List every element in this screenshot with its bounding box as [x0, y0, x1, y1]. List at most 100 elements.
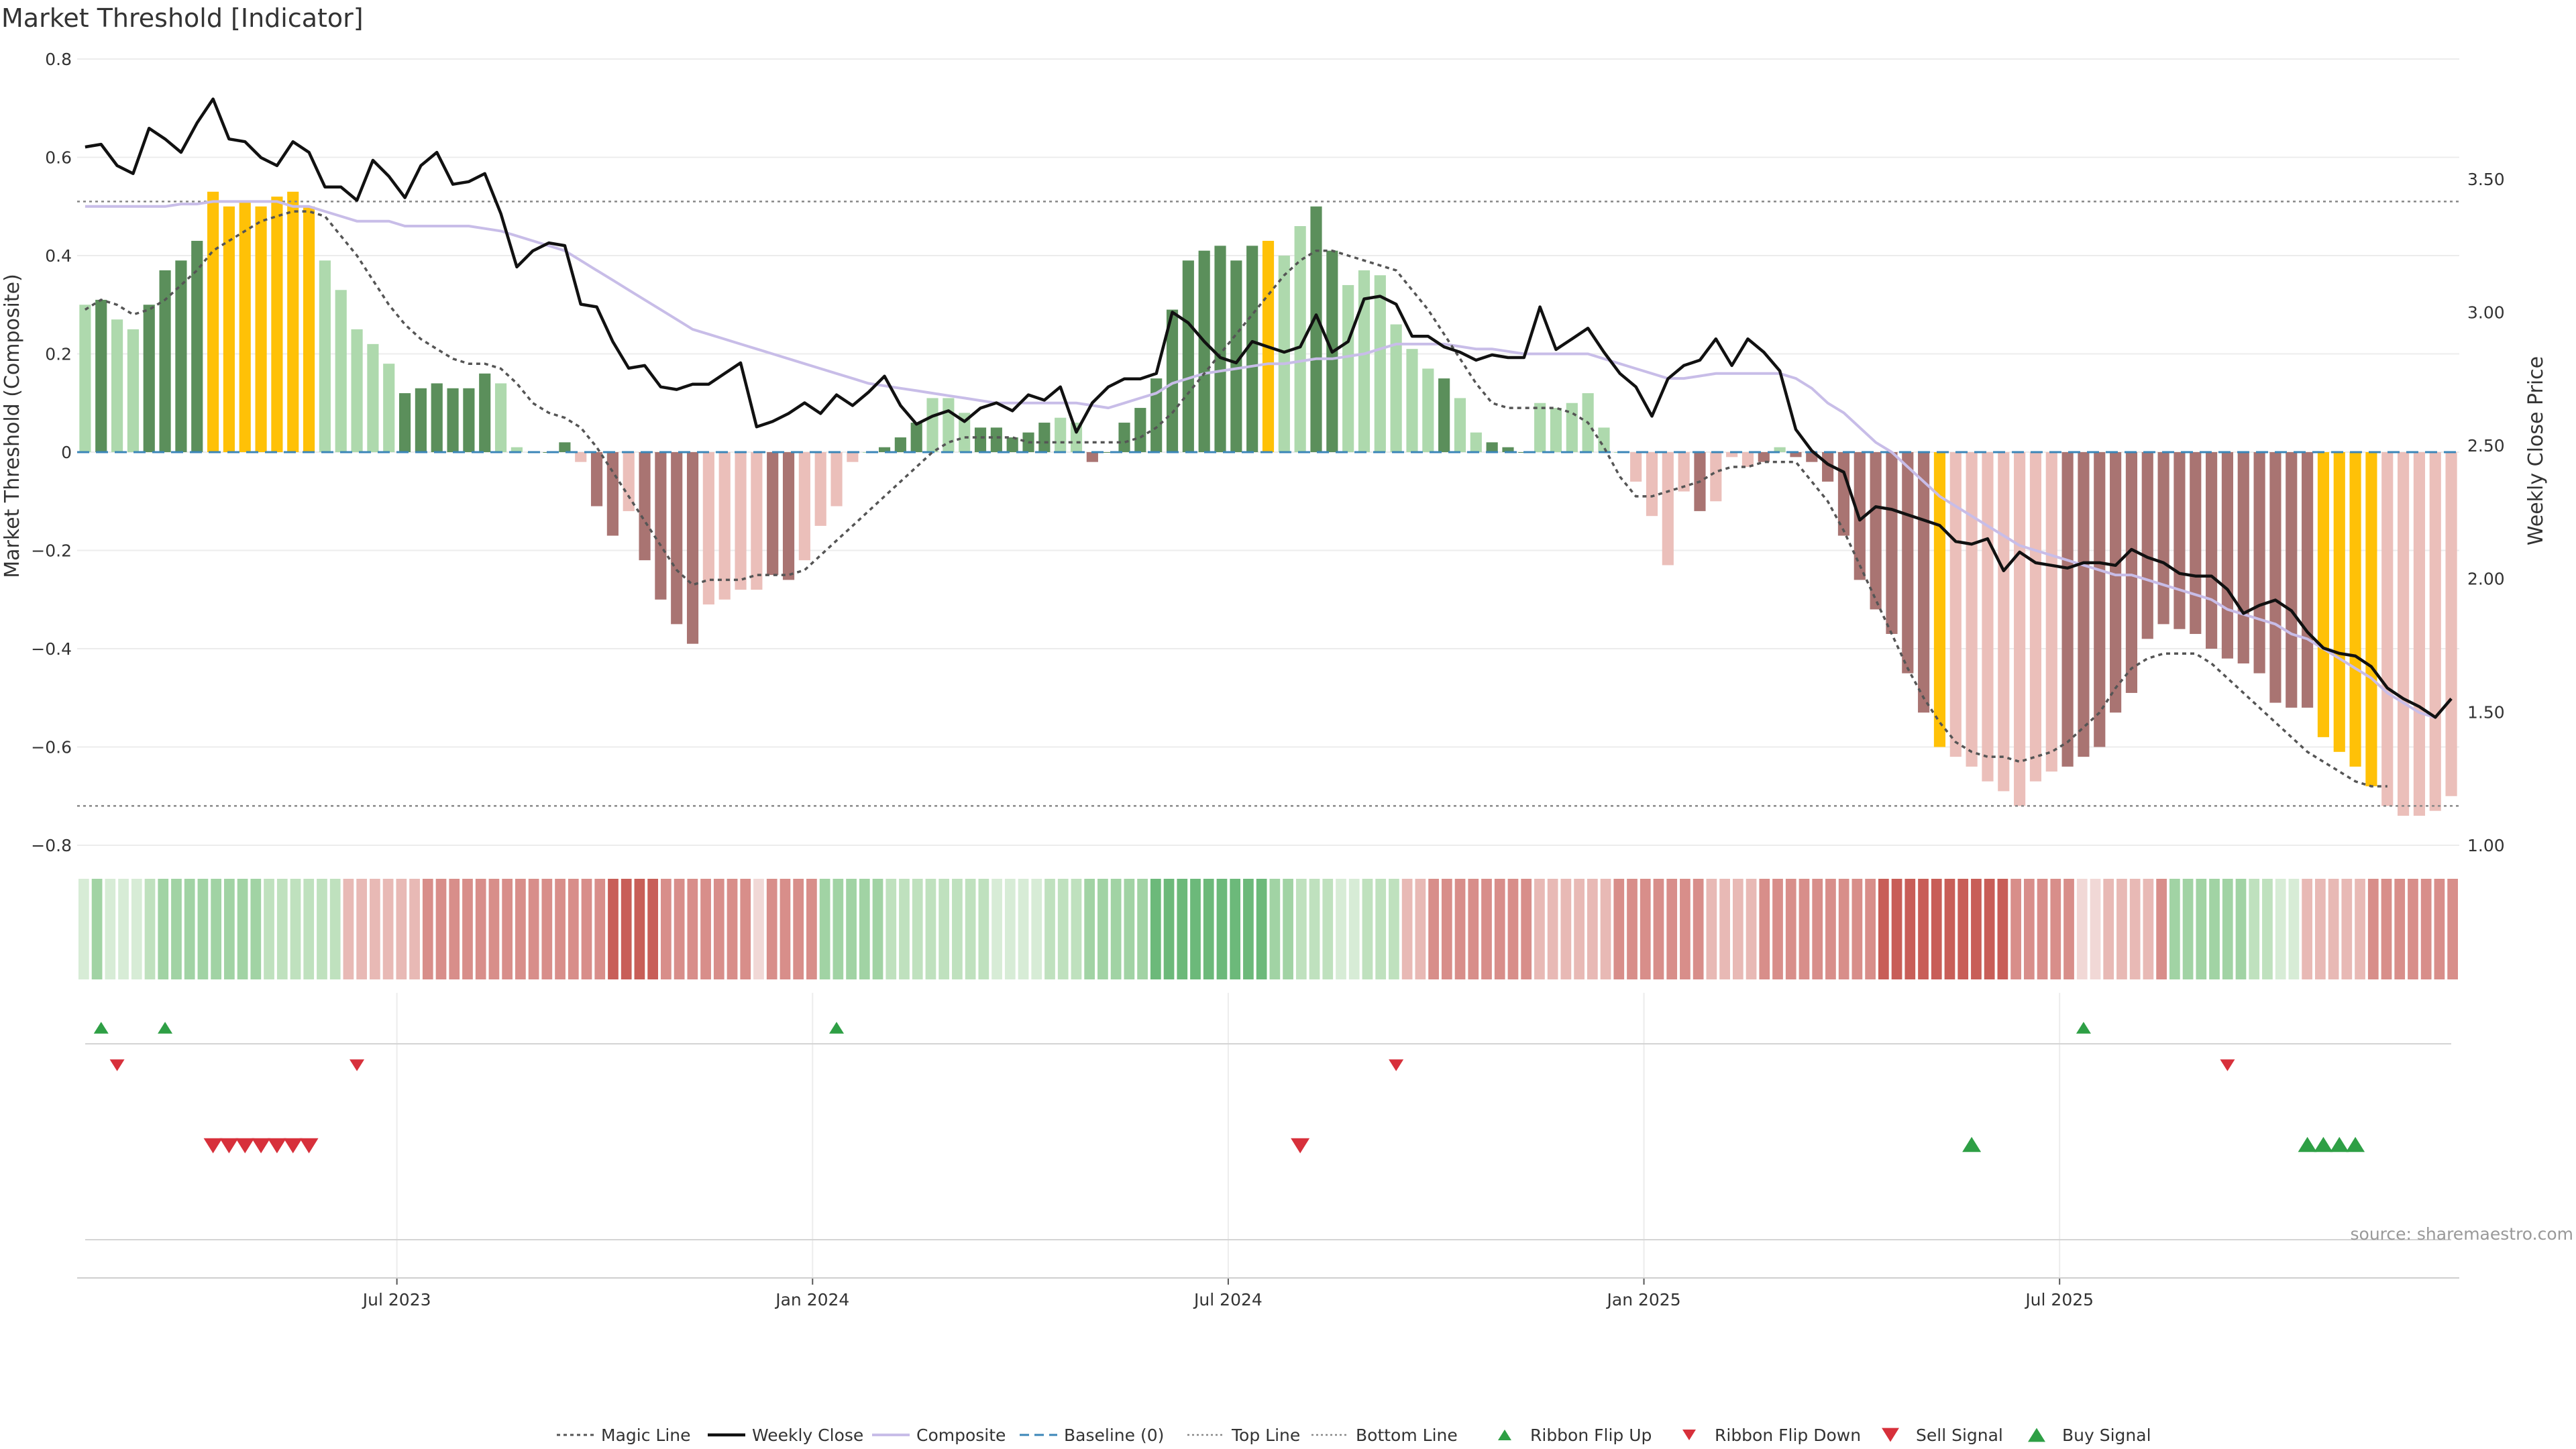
ribbon-cell — [1851, 879, 1863, 979]
legend-label: Ribbon Flip Down — [1715, 1426, 1861, 1445]
composite-bar — [926, 398, 938, 452]
ribbon-cell — [224, 879, 235, 979]
ribbon-cell — [197, 879, 209, 979]
legend-swatch — [1498, 1430, 1511, 1440]
composite-bar — [1278, 256, 1290, 452]
ribbon-cell — [899, 879, 910, 979]
ribbon-cell — [131, 879, 142, 979]
ribbon-cell — [2355, 879, 2365, 979]
legend-label: Sell Signal — [1916, 1426, 2003, 1445]
ribbon-cell — [1521, 879, 1532, 979]
ribbon-cell — [806, 879, 817, 979]
ribbon-cell — [1044, 879, 1055, 979]
y-tick-label-left: −0.8 — [31, 836, 72, 855]
legend-label: Bottom Line — [1356, 1426, 1458, 1445]
composite-bar — [1438, 378, 1450, 452]
composite-bar — [1230, 260, 1242, 452]
ribbon-cell — [674, 879, 685, 979]
ribbon-cell — [1216, 879, 1228, 979]
y-tick-label-right: 3.50 — [2467, 170, 2505, 189]
composite-bar — [1102, 452, 1114, 453]
ribbon-cell — [1097, 879, 1108, 979]
composite-bar — [1886, 452, 1898, 635]
ribbon-cell — [1534, 879, 1545, 979]
ribbon-cell — [1401, 879, 1413, 979]
ribbon-cell — [78, 879, 89, 979]
ribbon-cell — [2262, 879, 2273, 979]
composite-bar — [751, 452, 763, 590]
composite-bar — [686, 452, 699, 644]
ribbon-cell — [661, 879, 672, 979]
composite-bar — [1134, 408, 1146, 452]
sell-signal-marker — [235, 1138, 255, 1154]
composite-bar — [1358, 270, 1371, 452]
ribbon-flip-up-marker — [93, 1022, 109, 1034]
composite-bar — [415, 388, 427, 452]
composite-bar — [798, 452, 810, 561]
y-axis-label-right: Weekly Close Price — [2524, 356, 2548, 545]
ribbon-cell — [2288, 879, 2300, 979]
composite-bar — [79, 305, 91, 452]
ribbon-cell — [462, 879, 473, 979]
ribbon-cell — [237, 879, 248, 979]
legend-swatch — [2028, 1428, 2045, 1442]
composite-bar — [143, 305, 155, 452]
ribbon-cell — [1560, 879, 1572, 979]
ribbon-cell — [991, 879, 1002, 979]
composite-bar — [2237, 452, 2249, 663]
ribbon-cell — [1997, 879, 2008, 979]
ribbon-cell — [555, 879, 566, 979]
composite-bar — [1342, 284, 1354, 452]
composite-bar — [590, 452, 603, 506]
ribbon-cell — [1878, 879, 1889, 979]
composite-bar — [1662, 452, 1674, 566]
ribbon-cell — [1865, 879, 1876, 979]
ribbon-cell — [2023, 879, 2035, 979]
ribbon-cell — [872, 879, 883, 979]
ribbon-cell — [1375, 879, 1387, 979]
axes: 0.8 0.6 0.4 0.2 0 −0.2 −0.4 −0.6 −0.8 3.50 3.00 2.5… — [31, 50, 2504, 1309]
ribbon-cell — [2314, 879, 2326, 979]
buy-signal-marker — [2298, 1136, 2317, 1152]
legend-label: Magic Line — [601, 1426, 691, 1445]
y-tick-label-right: 1.00 — [2467, 836, 2505, 855]
composite-bar — [959, 413, 971, 452]
ribbon-cell — [1454, 879, 1466, 979]
composite-bar — [1646, 452, 1658, 517]
composite-bar — [95, 299, 107, 452]
composite-bar — [127, 329, 139, 452]
ribbon-cell — [1931, 879, 1942, 979]
sell-signal-marker — [299, 1138, 319, 1154]
ribbon-cell — [1772, 879, 1783, 979]
legend: Magic Line Weekly Close Composite Baseline … — [557, 1426, 2151, 1445]
ribbon-cell — [1362, 879, 1373, 979]
composite-bar — [2302, 452, 2314, 708]
composite-bar — [1055, 417, 1067, 452]
composite-bar — [2125, 452, 2138, 693]
composite-bar — [1086, 452, 1098, 462]
ribbon-cell — [1031, 879, 1042, 979]
composite-bar — [1534, 402, 1546, 452]
y-tick-label-right: 3.00 — [2467, 303, 2505, 322]
ribbon-cell — [2090, 879, 2101, 979]
ribbon-cell — [144, 879, 156, 979]
composite-bar — [1902, 452, 1914, 674]
composite-bar — [239, 201, 251, 452]
ribbon-cell — [2381, 879, 2392, 979]
composite-bar — [223, 206, 235, 452]
ribbon-cell — [2408, 879, 2418, 979]
ribbon-cell — [2275, 879, 2286, 979]
ribbon-cell — [1547, 879, 1558, 979]
composite-bar — [255, 206, 267, 452]
ribbon-cell — [515, 879, 526, 979]
ribbon-cell — [1177, 879, 1188, 979]
ribbon-cell — [687, 879, 698, 979]
composite-bar — [1726, 452, 1738, 458]
ribbon-cell — [594, 879, 606, 979]
source-credit: source: sharemaestro.com — [2351, 1224, 2574, 1244]
sell-signal-marker — [1291, 1138, 1310, 1154]
ribbon-cell — [1904, 879, 1916, 979]
composite-bar — [2349, 452, 2361, 767]
composite-bar — [2253, 452, 2265, 674]
x-tick-label: Jul 2023 — [362, 1290, 431, 1309]
